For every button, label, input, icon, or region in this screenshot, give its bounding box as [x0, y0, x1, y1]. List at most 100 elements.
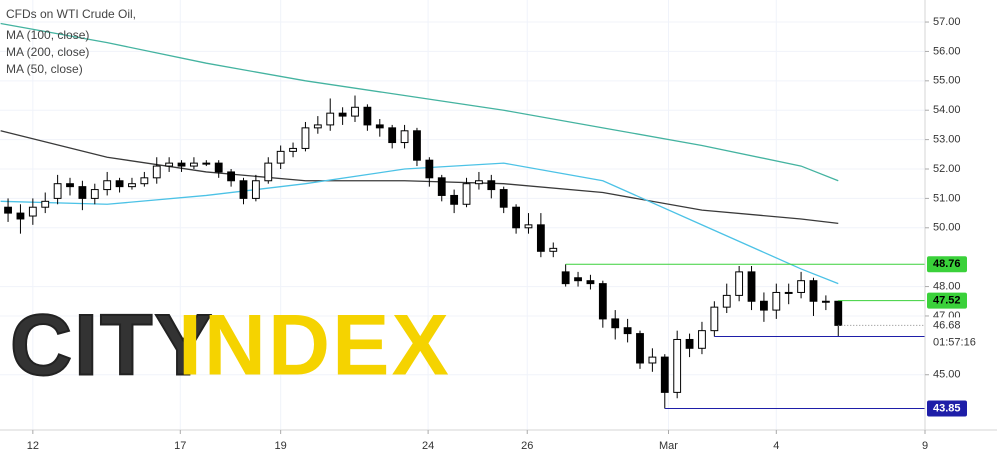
candle-body — [78, 186, 87, 199]
candle-body — [660, 356, 669, 393]
level-label-box — [927, 256, 967, 273]
candle-body — [747, 271, 756, 302]
candle-body — [313, 124, 322, 129]
y-tick-label: 50.00 — [933, 222, 961, 234]
candle-body — [338, 112, 347, 117]
y-tick-label: 48.00 — [933, 280, 961, 292]
candle-body — [326, 112, 335, 126]
y-tick-label: 52.00 — [933, 163, 961, 175]
legend-entry: MA (100, close) — [6, 28, 89, 42]
candle-body — [214, 162, 223, 173]
candle-body — [772, 291, 781, 311]
legend-entry: MA (50, close) — [6, 62, 83, 76]
candle-body — [301, 127, 310, 149]
candle-body — [549, 247, 558, 252]
candle-body — [264, 162, 273, 182]
x-tick-label: 12 — [27, 440, 39, 452]
candle-body — [524, 224, 533, 229]
candle-body — [722, 294, 731, 308]
chart-title: CFDs on WTI Crude Oil, — [6, 7, 136, 21]
moving-average — [0, 162, 839, 285]
candle-body — [450, 194, 459, 205]
candle-body — [425, 159, 434, 179]
level-label-box — [927, 292, 967, 309]
candle-body — [611, 318, 620, 329]
candle-body — [475, 180, 483, 185]
candle-body — [462, 183, 471, 205]
candle-body — [351, 106, 359, 117]
candle-body — [289, 147, 297, 152]
y-tick-label: 54.00 — [933, 104, 961, 116]
last-price-label: 46.68 — [933, 319, 961, 331]
candle-body — [251, 180, 260, 199]
x-tick-label: 9 — [922, 440, 928, 452]
y-tick-label: 55.00 — [933, 75, 961, 87]
y-tick-label: 51.00 — [933, 192, 961, 204]
candle-body — [400, 130, 409, 144]
last-price-box — [927, 317, 983, 352]
y-tick-label: 53.00 — [933, 134, 961, 146]
candle-body — [561, 271, 570, 285]
countdown: 01:57:16 — [933, 336, 976, 348]
level-label-box — [927, 400, 967, 417]
candle-body — [66, 183, 74, 188]
candle-body — [363, 106, 372, 126]
candle-body — [437, 177, 446, 196]
candle-body — [165, 162, 174, 167]
candle-body — [710, 306, 719, 332]
y-tick-label: 45.00 — [933, 369, 961, 381]
x-tick-label: 26 — [521, 440, 533, 452]
y-tick-label: 56.00 — [933, 45, 961, 57]
candle-body — [4, 206, 12, 214]
candle-body — [784, 291, 793, 294]
candle-body — [821, 300, 830, 303]
x-tick-label: Mar — [659, 440, 678, 452]
candle-body — [623, 327, 632, 335]
candle-body — [190, 162, 198, 167]
candle-body — [388, 127, 397, 144]
logo-index: INDEX — [178, 298, 451, 394]
candle-body — [673, 338, 682, 393]
candle-body — [53, 183, 62, 199]
candle-body — [115, 180, 124, 188]
candle-body — [586, 280, 595, 285]
candle-body — [636, 333, 644, 364]
y-tick-label: 57.00 — [933, 16, 961, 28]
candle-body — [227, 171, 236, 182]
candle-body — [797, 280, 805, 293]
logo-city: CITY — [10, 298, 214, 394]
candle-body — [413, 130, 421, 161]
candle-body — [809, 280, 818, 302]
candle-body — [202, 162, 211, 165]
axes: 57.00 56.00 55.00 54.00 53.00 52.00 51.00 50.00… — [27, 16, 983, 452]
candle-body — [574, 277, 582, 282]
candle-body — [28, 206, 37, 217]
candle-body — [598, 283, 607, 320]
level-label: 48.76 — [933, 258, 961, 270]
candle-body — [90, 189, 99, 199]
candle-body — [499, 189, 508, 208]
candle-body — [760, 300, 768, 311]
legend-entry: MA (200, close) — [6, 45, 89, 59]
candle-body — [152, 165, 161, 179]
candle-body — [698, 330, 706, 349]
level-label: 47.52 — [933, 295, 961, 307]
candle-body — [487, 180, 496, 191]
candle-body — [41, 200, 50, 208]
candle-body — [735, 271, 744, 296]
plot — [0, 22, 925, 410]
logo: CITY INDEX — [9, 297, 451, 395]
candle-body — [103, 180, 112, 191]
candle-body — [140, 177, 149, 185]
candle-body — [239, 180, 248, 199]
candle-body — [16, 212, 25, 220]
candle-body — [512, 206, 520, 229]
x-tick-label: 4 — [773, 440, 779, 452]
candle-body — [177, 162, 186, 167]
candle-body — [536, 224, 545, 252]
candle-body — [375, 124, 384, 129]
level-label: 43.85 — [933, 402, 961, 414]
candle-body — [128, 183, 136, 188]
